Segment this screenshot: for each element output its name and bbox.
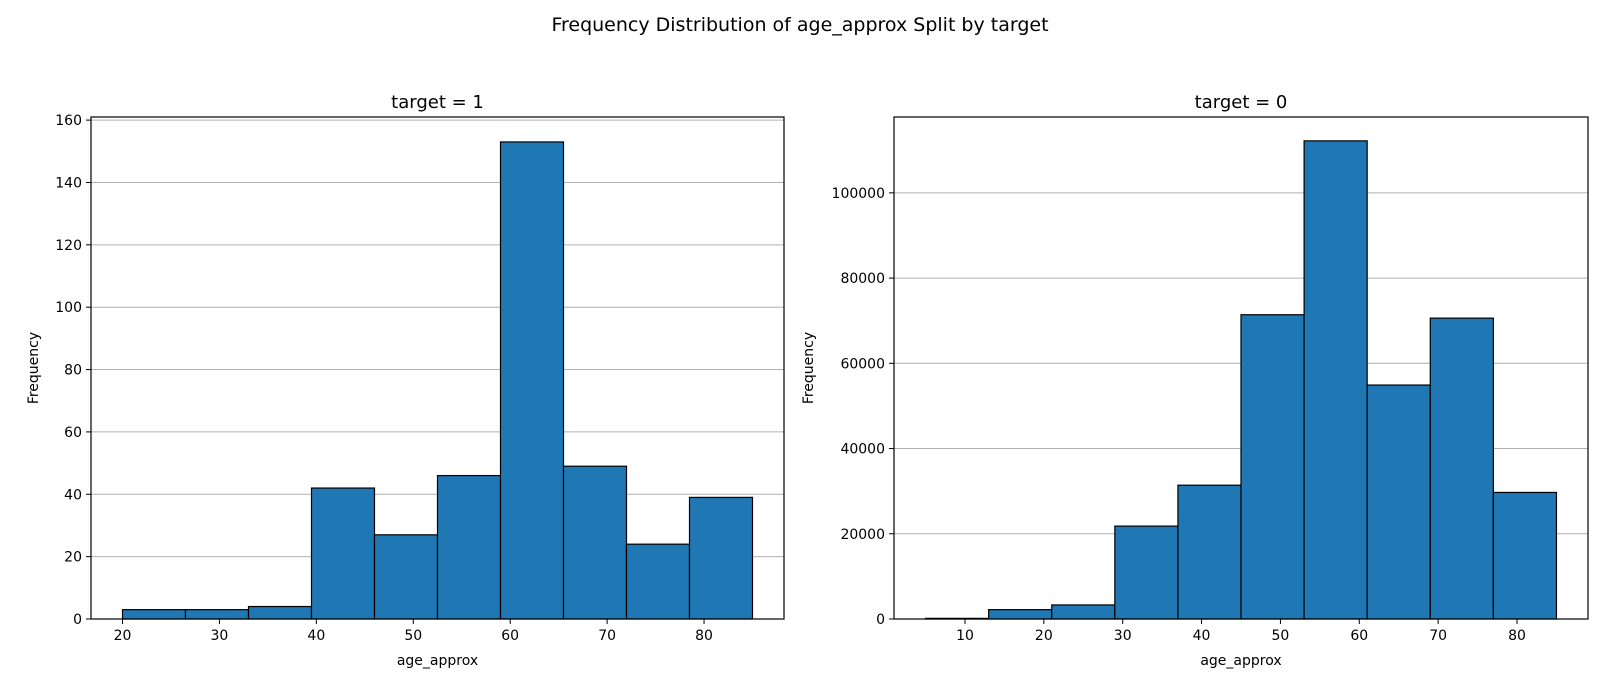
- subplot-title: target = 1: [391, 92, 484, 113]
- histogram-bar: [310, 487, 376, 620]
- y-tick-label: 40000: [840, 442, 885, 458]
- x-axis-label: age_approx: [1200, 653, 1281, 669]
- x-tick-label: 40: [1193, 628, 1211, 644]
- histogram-bar: [184, 609, 250, 620]
- y-tick-label: 80000: [840, 271, 885, 287]
- y-tick-label: 80: [64, 363, 82, 379]
- histogram-bar: [121, 609, 187, 620]
- histogram-bar: [625, 543, 691, 620]
- histogram-bar: [1429, 317, 1494, 620]
- x-tick-label: 80: [1508, 628, 1526, 644]
- y-tick-label: 120: [55, 238, 82, 254]
- y-tick-label: 140: [55, 175, 82, 191]
- x-axis-label: age_approx: [397, 653, 478, 669]
- y-tick-label: 20: [64, 550, 82, 566]
- x-tick-label: 80: [695, 628, 713, 644]
- x-tick-label: 50: [404, 628, 422, 644]
- histogram-bar: [1492, 491, 1558, 620]
- histogram-bar: [247, 605, 313, 620]
- x-tick-label: 30: [211, 628, 229, 644]
- x-tick-label: 60: [1350, 628, 1368, 644]
- histogram-bar: [1240, 314, 1305, 620]
- x-tick-label: 50: [1272, 628, 1290, 644]
- x-tick-label: 20: [1035, 628, 1053, 644]
- histogram-bar: [1051, 604, 1116, 620]
- x-tick-label: 40: [307, 628, 325, 644]
- y-tick-label: 60: [64, 425, 82, 441]
- y-tick-label: 0: [876, 612, 885, 628]
- subplot-title: target = 0: [1195, 92, 1288, 113]
- histogram-bar: [499, 141, 565, 620]
- axes-frame: [893, 116, 1589, 620]
- y-tick-label: 60000: [840, 356, 885, 372]
- y-tick-label: 160: [55, 113, 82, 129]
- y-tick-label: 100000: [832, 186, 885, 202]
- histogram-bar: [562, 465, 628, 620]
- y-tick-label: 100: [55, 300, 82, 316]
- figure-title: Frequency Distribution of age_approx Spl…: [551, 14, 1048, 36]
- histogram-bar: [688, 496, 754, 620]
- y-tick-label: 20000: [840, 527, 885, 543]
- y-tick-label: 40: [64, 487, 82, 503]
- histogram-bar: [1177, 484, 1242, 620]
- x-tick-label: 60: [501, 628, 519, 644]
- histogram-bar: [988, 609, 1053, 620]
- subplot-target-1: 20 30 40 50 60 70 80 0 20 40 60 80 100 120 140 160 targe…: [26, 92, 785, 669]
- histogram-bar: [1114, 525, 1179, 620]
- y-tick-label: 0: [73, 612, 82, 628]
- histogram-bar: [1366, 384, 1431, 620]
- histogram-bar: [436, 474, 502, 620]
- axes-frame: [90, 116, 785, 620]
- x-tick-label: 10: [956, 628, 974, 644]
- histogram-bar: [373, 534, 439, 620]
- histogram-bar: [1303, 140, 1368, 620]
- subplot-target-0: 10 20 30 40 50 60 70 80 0 20000 40000 60000 80000 100…: [801, 92, 1589, 669]
- y-axis-label: Frequency: [801, 332, 817, 404]
- x-tick-label: 30: [1114, 628, 1132, 644]
- y-axis-label: Frequency: [26, 332, 42, 404]
- x-tick-label: 70: [1429, 628, 1447, 644]
- x-tick-label: 70: [598, 628, 616, 644]
- x-tick-label: 20: [114, 628, 132, 644]
